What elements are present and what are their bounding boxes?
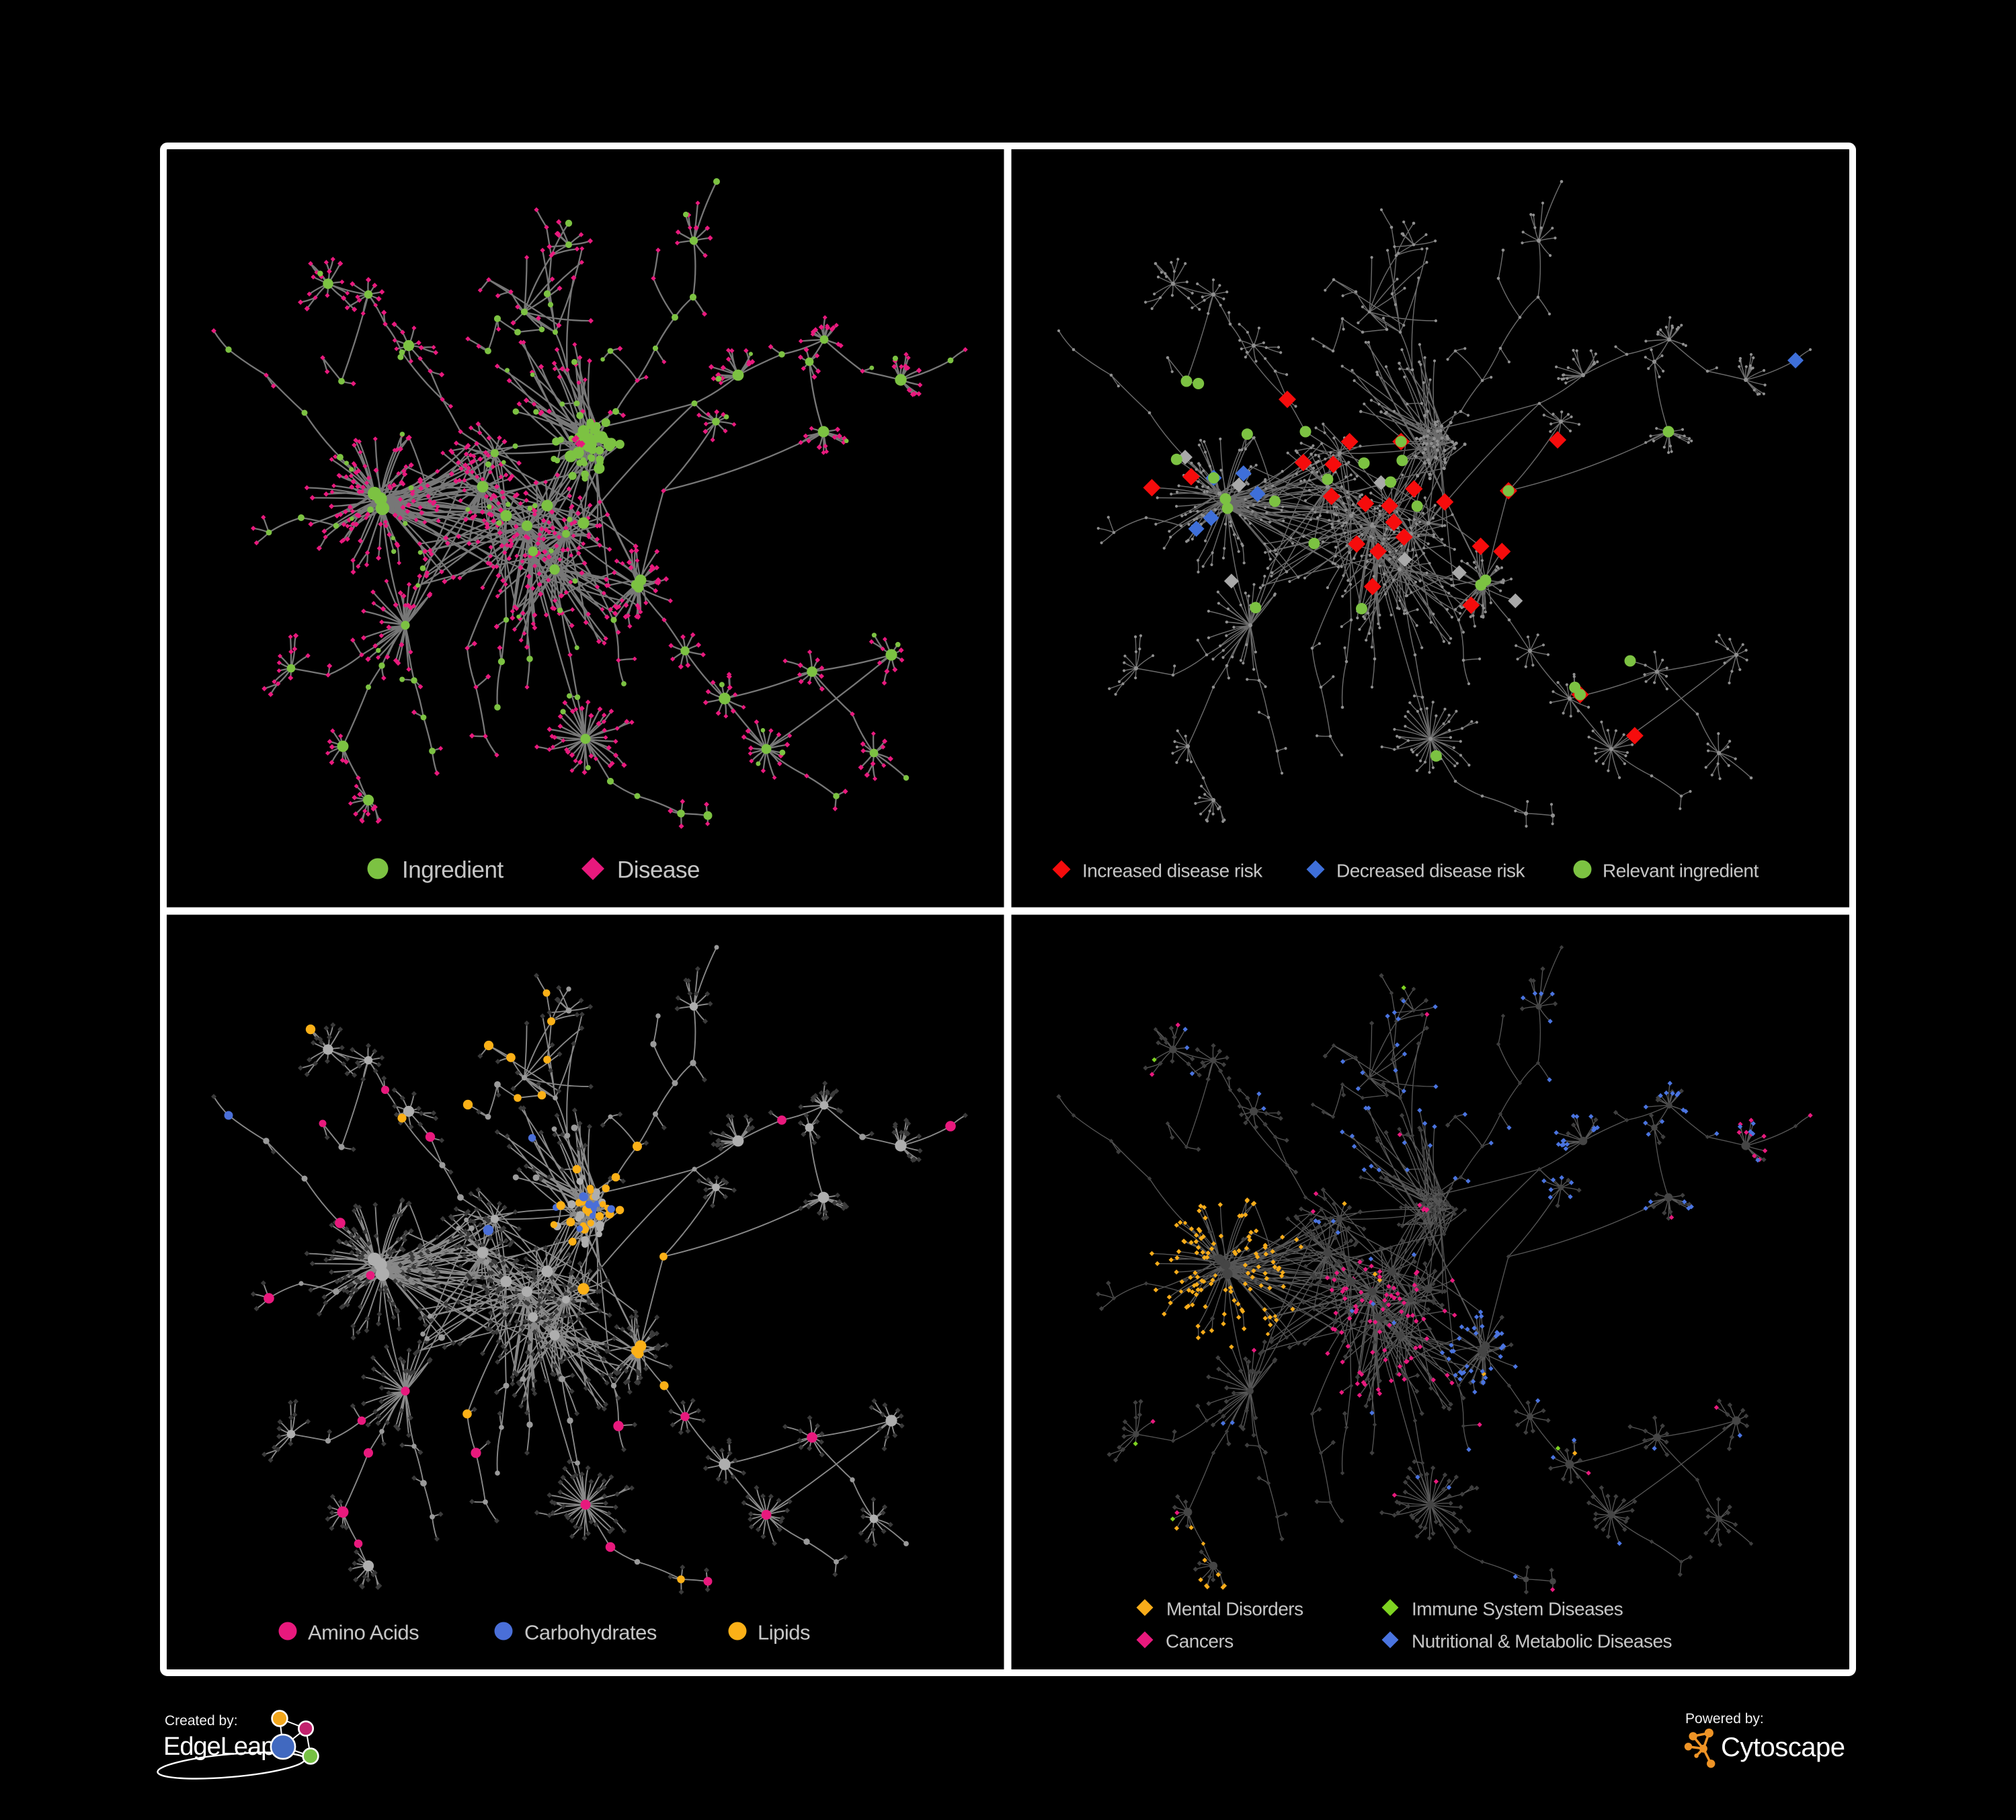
svg-text:Disease: Disease bbox=[617, 857, 700, 883]
svg-text:Amino Acids: Amino Acids bbox=[308, 1621, 419, 1645]
svg-text:Relevant ingredient: Relevant ingredient bbox=[1603, 861, 1759, 881]
svg-text:Nutritional & Metabolic Diseas: Nutritional & Metabolic Diseases bbox=[1412, 1631, 1672, 1652]
svg-text:Carbohydrates: Carbohydrates bbox=[524, 1621, 657, 1645]
svg-text:Cancers: Cancers bbox=[1166, 1631, 1234, 1652]
svg-text:Immune System Diseases: Immune System Diseases bbox=[1412, 1599, 1623, 1620]
svg-text:Cytoscape: Cytoscape bbox=[1721, 1733, 1845, 1762]
svg-text:Ingredient: Ingredient bbox=[402, 857, 503, 883]
svg-text:Created by:: Created by: bbox=[165, 1713, 238, 1729]
svg-text:Powered by:: Powered by: bbox=[1685, 1711, 1764, 1727]
svg-text:Mental Disorders: Mental Disorders bbox=[1166, 1599, 1303, 1620]
svg-text:Increased disease risk: Increased disease risk bbox=[1082, 861, 1263, 881]
svg-text:Decreased disease risk: Decreased disease risk bbox=[1336, 861, 1526, 881]
svg-text:EdgeLeap: EdgeLeap bbox=[163, 1733, 274, 1761]
svg-text:Lipids: Lipids bbox=[758, 1621, 810, 1645]
